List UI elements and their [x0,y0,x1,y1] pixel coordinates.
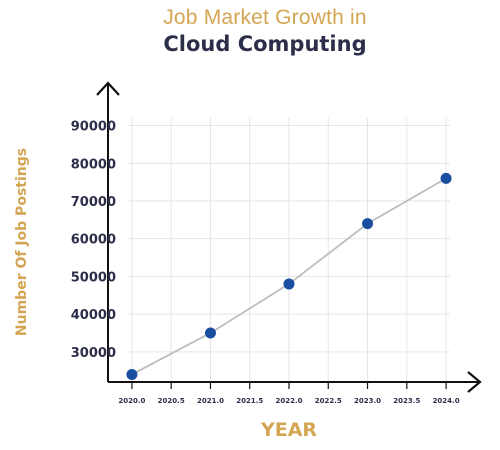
x-tick-label: 2024.0 [433,397,460,405]
axes [96,81,482,393]
grid-lines [128,118,450,382]
y-axis-label: Number Of Job Postings [14,148,30,336]
y-tick-label: 70000 [71,195,116,210]
data-point [204,327,216,339]
x-tick-label: 2021.5 [236,397,263,405]
y-tick-labels: 30000 40000 50000 60000 70000 80000 90000 [71,120,116,361]
y-tick-label: 90000 [71,120,116,135]
y-tick-label: 50000 [71,270,116,285]
chart-title-line1: Job Market Growth in [163,6,367,29]
x-tick-label: 2022.0 [275,397,302,405]
chart-title-line2: Cloud Computing [163,32,367,56]
y-tick-label: 60000 [71,233,116,248]
x-tick-label: 2022.5 [315,397,342,405]
y-axis-arrow [96,81,120,96]
x-axis-arrow [467,371,482,393]
data-point [440,172,452,184]
x-tick-label: 2023.5 [393,397,420,405]
x-tick-label: 2020.5 [158,397,185,405]
data-point [126,368,138,380]
x-tick-labels: 2020.0 2020.5 2021.0 2021.5 2022.0 2022.5 2023… [118,397,459,405]
x-tick-label: 2020.0 [118,397,145,405]
x-axis-label: YEAR [260,419,317,441]
y-tick-label: 30000 [71,346,116,361]
y-tick-label: 80000 [71,157,116,172]
data-point [283,278,295,290]
x-tick-label: 2021.0 [197,397,224,405]
x-tick-label: 2023.0 [354,397,381,405]
series-job-postings [126,172,452,380]
data-point [362,218,374,230]
y-tick-label: 40000 [71,308,116,323]
